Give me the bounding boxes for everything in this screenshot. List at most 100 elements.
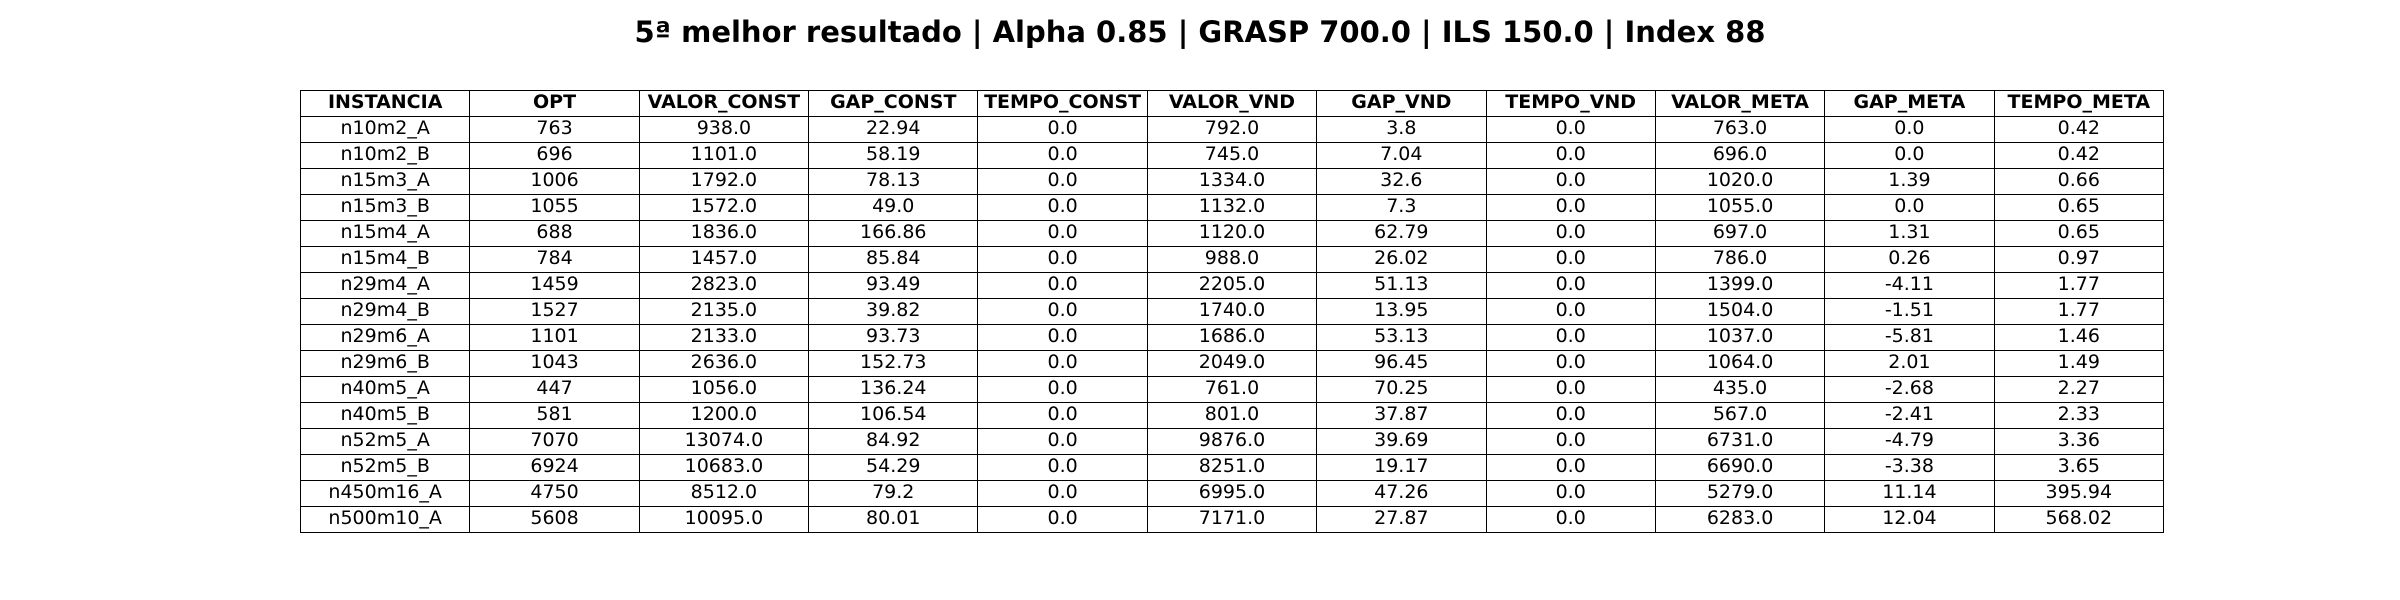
table-cell-valor-const: 1792.0 [638, 168, 810, 195]
table-cell-tempo-vnd: 0.0 [1485, 116, 1656, 143]
table-cell-valor-vnd: 988.0 [1146, 246, 1318, 273]
table-cell-opt: 447 [469, 376, 640, 403]
table-row: n52m5_A 7070 13074.0 84.92 0.0 9876.0 39.69 0.0… [299, 428, 2165, 455]
table-cell-valor-meta: 6690.0 [1654, 454, 1826, 481]
table-cell-valor-vnd: 1334.0 [1146, 168, 1318, 195]
table-cell-tempo-meta: 0.42 [1993, 116, 2165, 143]
table-cell-gap-meta: 1.39 [1824, 168, 1995, 195]
table-cell-opt: 688 [469, 220, 640, 247]
table-cell-gap-meta: -4.11 [1824, 272, 1995, 299]
table-cell-tempo-const: 0.0 [977, 116, 1148, 143]
table-cell-tempo-vnd: 0.0 [1485, 220, 1656, 247]
table-cell-gap-const: 79.2 [808, 480, 979, 507]
table-cell-gap-meta: 2.01 [1824, 350, 1995, 377]
table-cell-valor-meta: 5279.0 [1654, 480, 1826, 507]
table-row: n40m5_B 581 1200.0 106.54 0.0 801.0 37.87 0.0 56… [299, 402, 2165, 429]
table-cell-tempo-meta: 1.49 [1993, 350, 2165, 377]
table-cell-tempo-meta: 568.02 [1993, 506, 2165, 533]
table-cell-tempo-const: 0.0 [977, 194, 1148, 221]
table-cell-opt: 1101 [469, 324, 640, 351]
table-cell-instancia: n15m4_A [299, 220, 471, 247]
table-cell-opt: 1459 [469, 272, 640, 299]
table-cell-gap-const: 22.94 [808, 116, 979, 143]
table-cell-gap-vnd: 32.6 [1316, 168, 1487, 195]
table-cell-instancia: n52m5_A [299, 428, 471, 455]
table-cell-tempo-vnd: 0.0 [1485, 376, 1656, 403]
table-cell-instancia: n10m2_B [299, 142, 471, 169]
table-cell-tempo-meta: 1.46 [1993, 324, 2165, 351]
table-cell-gap-vnd: 13.95 [1316, 298, 1487, 325]
table-cell-gap-vnd: 62.79 [1316, 220, 1487, 247]
table-cell-valor-vnd: 792.0 [1146, 116, 1318, 143]
table-row: n450m16_A 4750 8512.0 79.2 0.0 6995.0 47.26 0.0… [299, 480, 2165, 507]
table-cell-gap-vnd: 3.8 [1316, 116, 1487, 143]
table-cell-tempo-meta: 1.77 [1993, 272, 2165, 299]
table-cell-gap-const: 58.19 [808, 142, 979, 169]
table-cell-instancia: n15m3_B [299, 194, 471, 221]
table-row: n15m4_B 784 1457.0 85.84 0.0 988.0 26.02 0.0 786… [299, 246, 2165, 273]
page-title: 5ª melhor resultado | Alpha 0.85 | GRASP… [634, 15, 1766, 49]
table-row: n15m3_A 1006 1792.0 78.13 0.0 1334.0 32.6 0.0 10… [299, 168, 2165, 195]
table-cell-valor-const: 2636.0 [638, 350, 810, 377]
table-cell-gap-meta: -5.81 [1824, 324, 1995, 351]
table-cell-valor-vnd: 7171.0 [1146, 506, 1318, 533]
table-cell-instancia: n29m4_A [299, 272, 471, 299]
table-row: n500m10_A 5608 10095.0 80.01 0.0 7171.0 27.87 0… [299, 506, 2165, 533]
table-body: n10m2_A 763 938.0 22.94 0.0 792.0 3.8 0.0 763.0 0… [299, 116, 2165, 533]
table-cell-valor-const: 938.0 [638, 116, 810, 143]
table-cell-valor-const: 1200.0 [638, 402, 810, 429]
table-cell-gap-const: 136.24 [808, 376, 979, 403]
column-header-valor-meta: VALOR_META [1654, 90, 1826, 117]
table-cell-gap-const: 152.73 [808, 350, 979, 377]
table-row: n10m2_B 696 1101.0 58.19 0.0 745.0 7.04 0.0 696.… [299, 142, 2165, 169]
table-cell-valor-const: 2823.0 [638, 272, 810, 299]
table-cell-valor-const: 10683.0 [638, 454, 810, 481]
table-cell-instancia: n29m4_B [299, 298, 471, 325]
table-cell-instancia: n500m10_A [299, 506, 471, 533]
table-cell-valor-const: 2135.0 [638, 298, 810, 325]
table-cell-instancia: n52m5_B [299, 454, 471, 481]
table-cell-gap-meta: 0.0 [1824, 194, 1995, 221]
table-cell-valor-meta: 1020.0 [1654, 168, 1826, 195]
table-cell-tempo-const: 0.0 [977, 142, 1148, 169]
table-cell-opt: 1055 [469, 194, 640, 221]
column-header-tempo-vnd: TEMPO_VND [1485, 90, 1656, 117]
table-cell-instancia: n450m16_A [299, 480, 471, 507]
table-cell-valor-const: 1836.0 [638, 220, 810, 247]
column-header-gap-const: GAP_CONST [808, 90, 979, 117]
table-cell-opt: 1043 [469, 350, 640, 377]
table-cell-valor-const: 1056.0 [638, 376, 810, 403]
table-cell-tempo-meta: 0.97 [1993, 246, 2165, 273]
table-cell-tempo-meta: 0.42 [1993, 142, 2165, 169]
table-cell-valor-vnd: 6995.0 [1146, 480, 1318, 507]
column-header-opt: OPT [469, 90, 640, 117]
table-cell-gap-vnd: 7.3 [1316, 194, 1487, 221]
column-header-tempo-meta: TEMPO_META [1993, 90, 2165, 117]
column-header-instancia: INSTANCIA [299, 90, 471, 117]
table-row: n29m4_A 1459 2823.0 93.49 0.0 2205.0 51.13 0.0 1… [299, 272, 2165, 299]
table-cell-gap-meta: -1.51 [1824, 298, 1995, 325]
table-cell-tempo-meta: 2.27 [1993, 376, 2165, 403]
table-cell-instancia: n15m3_A [299, 168, 471, 195]
table-cell-valor-meta: 697.0 [1654, 220, 1826, 247]
table-cell-valor-meta: 1399.0 [1654, 272, 1826, 299]
table-cell-valor-meta: 1037.0 [1654, 324, 1826, 351]
table-cell-gap-const: 80.01 [808, 506, 979, 533]
table-cell-tempo-const: 0.0 [977, 428, 1148, 455]
table-cell-tempo-const: 0.0 [977, 454, 1148, 481]
table-cell-gap-const: 78.13 [808, 168, 979, 195]
table-cell-valor-vnd: 1120.0 [1146, 220, 1318, 247]
table-cell-gap-const: 84.92 [808, 428, 979, 455]
table-cell-valor-vnd: 2205.0 [1146, 272, 1318, 299]
table-cell-gap-const: 85.84 [808, 246, 979, 273]
table-cell-valor-vnd: 745.0 [1146, 142, 1318, 169]
table-cell-gap-vnd: 26.02 [1316, 246, 1487, 273]
table-row: n15m4_A 688 1836.0 166.86 0.0 1120.0 62.79 0.0 6… [299, 220, 2165, 247]
table-row: n29m6_B 1043 2636.0 152.73 0.0 2049.0 96.45 0.0… [299, 350, 2165, 377]
table-cell-tempo-const: 0.0 [977, 350, 1148, 377]
table-cell-tempo-vnd: 0.0 [1485, 506, 1656, 533]
table-cell-opt: 6924 [469, 454, 640, 481]
table-cell-valor-meta: 1064.0 [1654, 350, 1826, 377]
table-cell-tempo-vnd: 0.0 [1485, 272, 1656, 299]
column-header-gap-meta: GAP_META [1824, 90, 1995, 117]
